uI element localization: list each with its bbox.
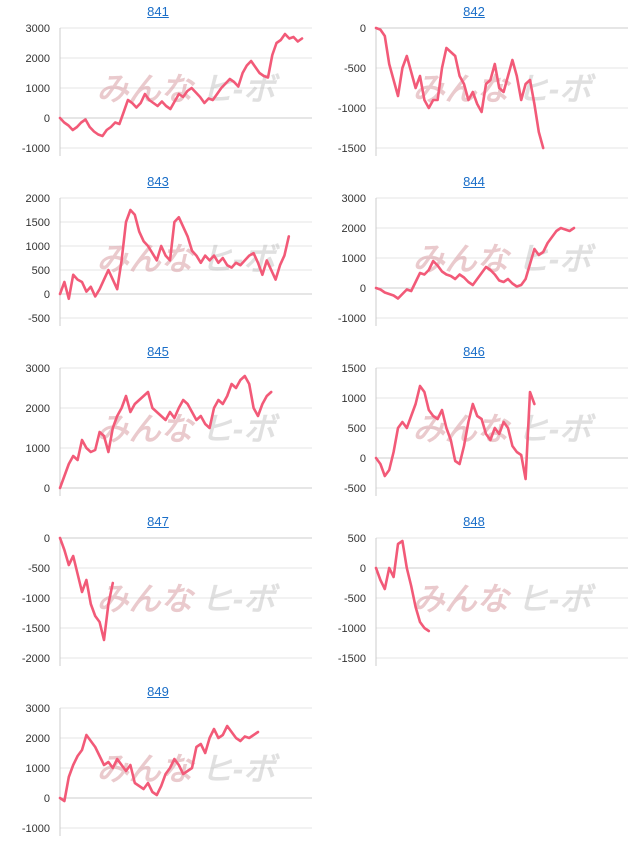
y-tick-label: 1000: [26, 241, 50, 253]
chart-panel-843: 843 2000 1500 1000 500 0 -500 みんな ヒ-ボ: [0, 170, 316, 340]
chart-title-link[interactable]: 842: [463, 4, 485, 19]
line-chart: 2000 1500 1000 500 0 -500 みんな ヒ-ボ: [26, 193, 312, 326]
y-tick-label: 3000: [26, 703, 50, 715]
y-tick-label: 1500: [342, 363, 366, 375]
y-tick-label: -1000: [22, 143, 50, 155]
chart-panel-849: 849 3000 2000 1000 0 -1000 みんな ヒ-ボ: [0, 680, 316, 850]
y-tick-label: 0: [44, 289, 50, 301]
line-chart: 0 -500 -1000 -1500 -2000 みんな ヒ-ボ: [22, 533, 312, 666]
chart-title-link[interactable]: 841: [147, 4, 169, 19]
watermark-logo: みんな ヒ-ボ: [413, 581, 597, 617]
y-tick-label: 500: [32, 265, 50, 277]
series-line: [374, 384, 536, 481]
watermark-logo: みんな ヒ-ボ: [97, 71, 281, 107]
line-chart: 3000 2000 1000 0 みんな ヒ-ボ: [26, 363, 312, 496]
y-tick-label: 1000: [342, 253, 366, 265]
y-tick-label: -500: [344, 593, 366, 605]
chart-panel-845: 845 3000 2000 1000 0 みんな ヒ-ボ: [0, 340, 316, 510]
y-tick-label: -1000: [22, 593, 50, 605]
chart-title-link[interactable]: 845: [147, 344, 169, 359]
y-tick-label: 0: [44, 113, 50, 125]
series-line: [374, 26, 545, 150]
y-tick-label: -1000: [338, 623, 366, 635]
watermark-logo: みんな ヒ-ボ: [413, 241, 597, 277]
chart-panel-844: 844 3000 2000 1000 0 -1000 みんな ヒ-ボ: [316, 170, 632, 340]
y-tick-label: 1000: [342, 393, 366, 405]
series-line: [58, 536, 115, 642]
chart-panel-842: 842 0 -500 -1000 -1500 みんな ヒ-ボ: [316, 0, 632, 170]
chart-panel-848: 848 500 0 -500 -1000 -1500 みんな ヒ-ボ: [316, 510, 632, 680]
series-line: [58, 32, 304, 138]
y-tick-label: -2000: [22, 653, 50, 665]
y-tick-label: 0: [44, 793, 50, 805]
y-tick-label: 2000: [342, 223, 366, 235]
chart-title-link[interactable]: 843: [147, 174, 169, 189]
line-chart: 3000 2000 1000 0 -1000 みんな ヒ-ボ: [22, 23, 312, 156]
chart-title-link[interactable]: 848: [463, 514, 485, 529]
y-tick-label: -500: [28, 313, 50, 325]
chart-title-link[interactable]: 847: [147, 514, 169, 529]
chart-title-link[interactable]: 844: [463, 174, 485, 189]
line-chart: 0 -500 -1000 -1500 みんな ヒ-ボ: [338, 23, 628, 156]
chart-panel-847: 847 0 -500 -1000 -1500 -2000 みんな ヒ-ボ: [0, 510, 316, 680]
y-tick-label: 500: [348, 533, 366, 545]
y-tick-label: -500: [28, 563, 50, 575]
y-tick-label: -1000: [22, 823, 50, 835]
y-tick-label: 0: [44, 483, 50, 495]
series-line: [58, 374, 273, 490]
chart-panel-841: 841 3000 2000 1000 0 -1000 みんな ヒ-ボ: [0, 0, 316, 170]
series-line: [58, 724, 260, 803]
y-tick-label: 1000: [26, 763, 50, 775]
y-tick-label: 3000: [342, 193, 366, 205]
series-line: [374, 539, 431, 633]
line-chart: 500 0 -500 -1000 -1500 みんな ヒ-ボ: [338, 533, 628, 666]
y-tick-label: -1000: [338, 103, 366, 115]
y-tick-label: -1000: [338, 313, 366, 325]
y-tick-label: 1000: [26, 83, 50, 95]
y-tick-label: -1500: [338, 653, 366, 665]
y-tick-label: -1500: [22, 623, 50, 635]
y-tick-label: 2000: [26, 53, 50, 65]
y-tick-label: 3000: [26, 363, 50, 375]
chart-title-link[interactable]: 849: [147, 684, 169, 699]
watermark-logo: みんな ヒ-ボ: [413, 71, 597, 107]
watermark-logo: みんな ヒ-ボ: [97, 241, 281, 277]
y-tick-label: -500: [344, 63, 366, 75]
y-tick-label: 0: [360, 453, 366, 465]
watermark-logo: みんな ヒ-ボ: [97, 411, 281, 447]
y-tick-label: 1500: [26, 217, 50, 229]
y-tick-label: 1000: [26, 443, 50, 455]
chart-panel-846: 846 1500 1000 500 0 -500 みんな ヒ-ボ: [316, 340, 632, 510]
y-tick-label: 0: [44, 533, 50, 545]
y-tick-label: 0: [360, 23, 366, 35]
y-tick-label: 0: [360, 563, 366, 575]
y-tick-label: -1500: [338, 143, 366, 155]
y-tick-label: 500: [348, 423, 366, 435]
series-line: [58, 208, 291, 301]
watermark-logo: みんな ヒ-ボ: [97, 581, 281, 617]
y-tick-label: 2000: [26, 193, 50, 205]
y-tick-label: 2000: [26, 733, 50, 745]
y-tick-label: -500: [344, 483, 366, 495]
chart-title-link[interactable]: 846: [463, 344, 485, 359]
y-tick-label: 2000: [26, 403, 50, 415]
y-tick-label: 0: [360, 283, 366, 295]
y-tick-label: 3000: [26, 23, 50, 35]
line-chart: 3000 2000 1000 0 -1000 みんな ヒ-ボ: [338, 193, 628, 326]
series-line: [374, 226, 576, 300]
